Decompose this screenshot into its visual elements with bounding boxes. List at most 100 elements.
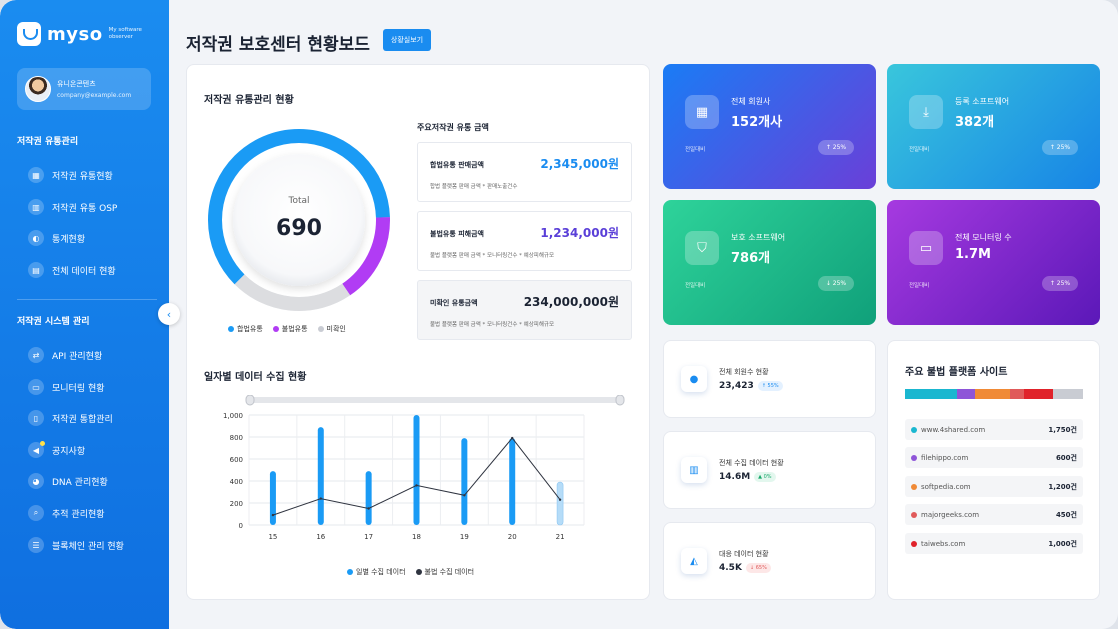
sidebar-item-blockchain[interactable]: ☰ 블록체인 관리 현황 [28, 537, 158, 553]
megaphone-icon: ◀ [28, 441, 45, 458]
monitor-icon: ▭ [909, 231, 943, 265]
y-tick-label: 600 [230, 456, 243, 464]
bar-chart-icon: ▥ [28, 199, 44, 215]
amount-formula: 불법 플랫폼 판매 금액 * 모니터링건수 * 예상피해규모 [430, 253, 554, 259]
kpi-value: 382개 [955, 115, 995, 130]
stat-label: 전체 수집 데이터 현황 [719, 459, 784, 467]
legend-illegal-collected: 불법 수집 데이터 [415, 567, 474, 577]
kpi-compare-label: 전일대비 [909, 283, 930, 289]
line-point[interactable] [511, 436, 514, 440]
distribution-donut-chart: Total 690 [204, 125, 394, 315]
line-point[interactable] [415, 484, 418, 487]
sidebar-collapse-button[interactable]: ‹ [158, 303, 180, 325]
kpi-value: 152개사 [731, 115, 783, 130]
sidebar-item-statistics[interactable]: ◐ 통계현황 [28, 230, 158, 246]
site-row[interactable]: filehippo.com 600건 [905, 447, 1083, 468]
sidebar-item-api[interactable]: ⇄ API 관리현황 [28, 347, 158, 363]
site-name: www.4shared.com [921, 425, 986, 434]
grid-icon: ▦ [28, 167, 44, 183]
site-color-dot [911, 454, 917, 461]
brand-tagline: My software observer [108, 27, 142, 40]
site-row[interactable]: taiwebs.com 1,000건 [905, 533, 1083, 554]
x-tick-label: 15 [268, 533, 277, 541]
sidebar-item-dna[interactable]: ◕ DNA 관리현황 [28, 473, 158, 489]
download-icon: ⤓ [909, 95, 943, 129]
bar-daily[interactable] [461, 438, 468, 525]
swap-icon: ⇄ [28, 347, 44, 363]
sites-share-bar [905, 389, 1083, 399]
share-segment [974, 389, 1011, 399]
y-tick-label: 400 [230, 478, 243, 486]
site-row[interactable]: majorgeeks.com 450건 [905, 504, 1083, 525]
site-color-dot [911, 511, 917, 518]
sidebar-item-monitoring[interactable]: ▭ 모니터링 현황 [28, 379, 158, 395]
y-tick-label: 0 [239, 522, 243, 530]
site-count: 600건 [1055, 453, 1077, 462]
kpi-members[interactable]: ▦ 전체 회원사 152개사 전일대비 ↑ 25% [663, 64, 876, 189]
line-point[interactable] [558, 498, 562, 501]
site-row[interactable]: softpedia.com 1,200건 [905, 476, 1083, 497]
brand-logo[interactable]: myso My software observer [17, 22, 149, 46]
bar-daily[interactable] [269, 471, 276, 525]
sidebar-item-tracking[interactable]: ⌕ 추적 관리현황 [28, 505, 158, 521]
unverified-amount-box: 미확인 유통금액 234,000,000원 불법 플랫폼 판매 금액 * 모니터… [417, 280, 632, 340]
sidebar-item-notice[interactable]: ◀ 공지사항 [28, 441, 158, 458]
line-point[interactable] [271, 513, 275, 517]
bar-chart-icon: ▥ [681, 457, 707, 483]
profile-name: 유니온콘텐츠 [57, 80, 96, 88]
sidebar-item-label: 추적 관리현황 [52, 509, 105, 520]
sidebar-item-distribution-status[interactable]: ▦ 저작권 유통현황 [28, 167, 158, 183]
stat-change-badge: ▲ 0% [754, 472, 776, 482]
range-slider-start-handle[interactable] [245, 395, 255, 406]
site-count: 450건 [1055, 510, 1077, 519]
line-point[interactable] [319, 497, 322, 500]
stat-collected-data[interactable]: ▥ 전체 수집 데이터 현황 14.6M ▲ 0% [663, 431, 876, 509]
y-tick-label: 1,000 [223, 412, 243, 420]
sites-title: 주요 불법 플랫폼 사이트 [905, 367, 1008, 378]
amount-label: 합법유통 판매금액 [430, 161, 484, 169]
bar-daily[interactable] [365, 471, 372, 525]
kpi-protected-software[interactable]: ⛉ 보호 소프트웨어 786개 전일대비 ↓ 25% [663, 200, 876, 325]
bar-daily[interactable] [413, 415, 420, 525]
donut-segment-unverified[interactable] [204, 125, 394, 315]
range-slider-end-handle[interactable] [615, 395, 625, 406]
range-slider-track[interactable] [249, 397, 621, 403]
amount-label: 불법유통 피해금액 [430, 230, 484, 238]
stat-label: 전체 회원수 현황 [719, 368, 769, 376]
x-tick-label: 20 [508, 533, 517, 541]
sidebar-item-all-data[interactable]: ▤ 전체 데이터 현황 [28, 262, 158, 278]
sidebar-item-integrated[interactable]: ▯ 저작권 통합관리 [28, 410, 158, 426]
stat-response-data[interactable]: ◭ 대응 데이터 현황 4.5K ↓ 65% [663, 522, 876, 600]
share-segment [1023, 389, 1054, 399]
bar-daily[interactable] [509, 438, 516, 525]
kpi-monitoring-count[interactable]: ▭ 전체 모니터링 수 1.7M 전일대비 ↑ 25% [887, 200, 1100, 325]
x-tick-label: 19 [460, 533, 469, 541]
bar-daily[interactable] [556, 481, 564, 526]
line-point[interactable] [367, 507, 370, 510]
site-count: 1,000건 [1048, 539, 1077, 548]
sidebar-item-osp[interactable]: ▥ 저작권 유통 OSP [28, 199, 158, 215]
distribution-panel: 저작권 유통관리 현황 Total 690 합법유통 불법유통 미확인 [186, 64, 650, 600]
sidebar-section-distribution: 저작권 유통관리 [17, 137, 79, 147]
area-chart-icon: ◭ [681, 548, 707, 574]
site-row[interactable]: www.4shared.com 1,750건 [905, 419, 1083, 440]
kpi-registered-software[interactable]: ⤓ 등록 소프트웨어 382개 전일대비 ↑ 25% [887, 64, 1100, 189]
donut-segment-illegal[interactable] [208, 129, 390, 311]
bar-daily[interactable] [317, 427, 324, 525]
amount-formula: 합법 플랫폼 판매 금액 * 판매노출건수 [430, 184, 518, 190]
donut-legend: 합법유통 불법유통 미확인 [228, 324, 356, 334]
stat-members[interactable]: ● 전체 회원수 현황 23,423 ↑ 55% [663, 340, 876, 418]
site-count: 1,200건 [1048, 482, 1077, 491]
line-point[interactable] [463, 494, 466, 497]
kpi-change-badge: ↑ 25% [1042, 276, 1078, 291]
site-color-dot [911, 540, 917, 547]
sidebar-item-label: DNA 관리현황 [52, 477, 108, 488]
x-tick-label: 18 [412, 533, 421, 541]
profile-card[interactable]: 유니온콘텐츠 company@example.com [17, 68, 151, 110]
situation-room-button[interactable]: 상황실보기 [383, 29, 431, 51]
amount-value: 2,345,000원 [540, 157, 619, 171]
sidebar-item-label: 블록체인 관리 현황 [52, 541, 124, 552]
user-icon: ● [681, 366, 707, 392]
legend-illegal: 불법유통 [272, 324, 308, 334]
legend-unverified: 미확인 [317, 324, 346, 334]
